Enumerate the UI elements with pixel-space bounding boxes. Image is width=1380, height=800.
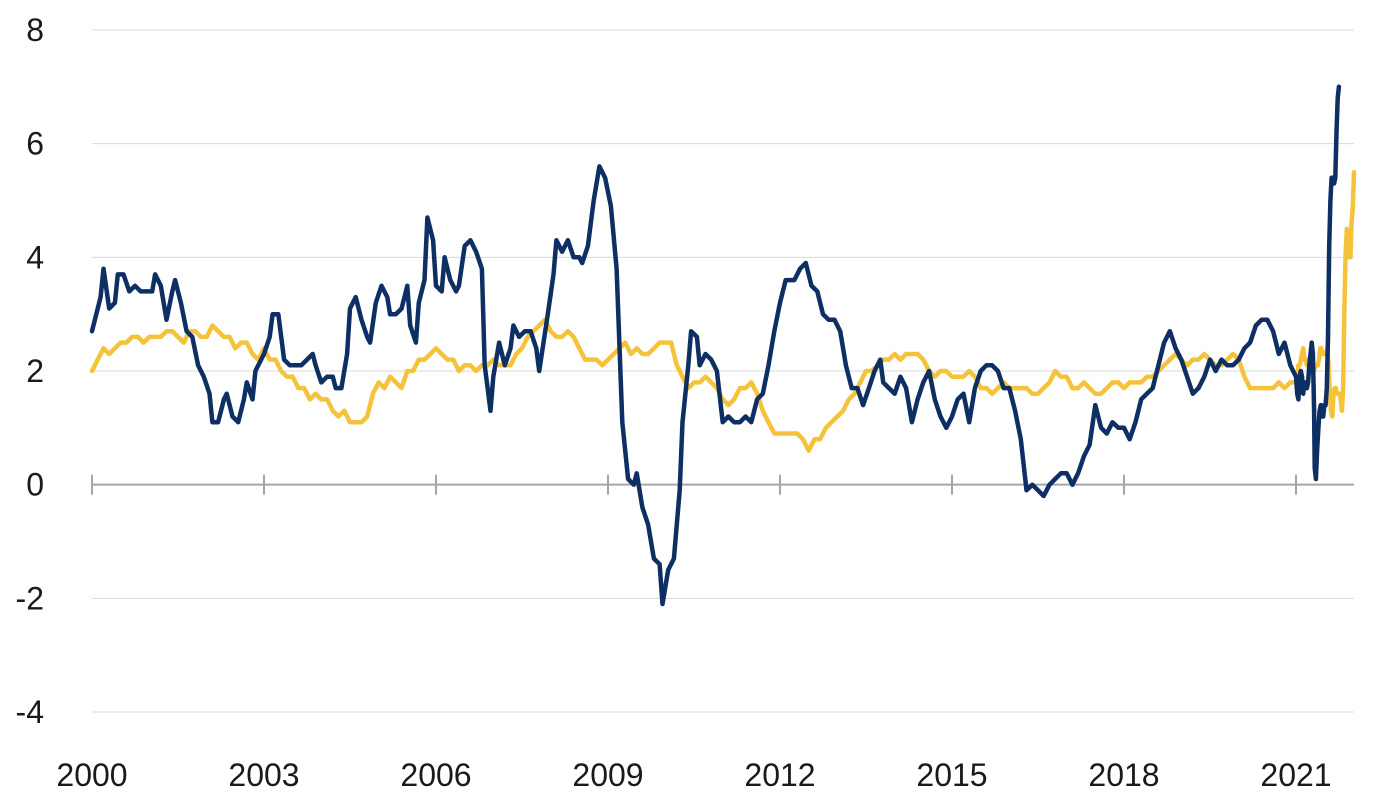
y-tick-label: -2 bbox=[16, 580, 44, 616]
x-tick-label: 2006 bbox=[400, 757, 471, 793]
y-tick-label: 4 bbox=[26, 239, 44, 275]
y-tick-label: -4 bbox=[16, 694, 44, 730]
x-tick-label: 2018 bbox=[1088, 757, 1159, 793]
x-tick-label: 2015 bbox=[916, 757, 987, 793]
gridlines bbox=[92, 29, 1354, 713]
y-tick-labels: 8 6 4 2 0 -2 -4 bbox=[16, 12, 44, 730]
x-axis bbox=[91, 474, 1354, 495]
series-lines bbox=[89, 84, 1357, 607]
series-line-1 bbox=[89, 84, 1342, 607]
x-tick-labels: 2000 2003 2006 2009 2012 2015 2018 2021 bbox=[56, 757, 1331, 793]
x-tick-label: 2003 bbox=[228, 757, 299, 793]
x-tick-label: 2021 bbox=[1260, 757, 1331, 793]
y-tick-label: 8 bbox=[26, 12, 44, 48]
y-tick-label: 0 bbox=[26, 467, 44, 503]
x-tick-label: 2009 bbox=[572, 757, 643, 793]
x-tick-label: 2012 bbox=[744, 757, 815, 793]
x-tick-label: 2000 bbox=[56, 757, 127, 793]
y-tick-label: 2 bbox=[26, 353, 44, 389]
y-tick-label: 6 bbox=[26, 126, 44, 162]
series-line-2 bbox=[89, 169, 1357, 453]
